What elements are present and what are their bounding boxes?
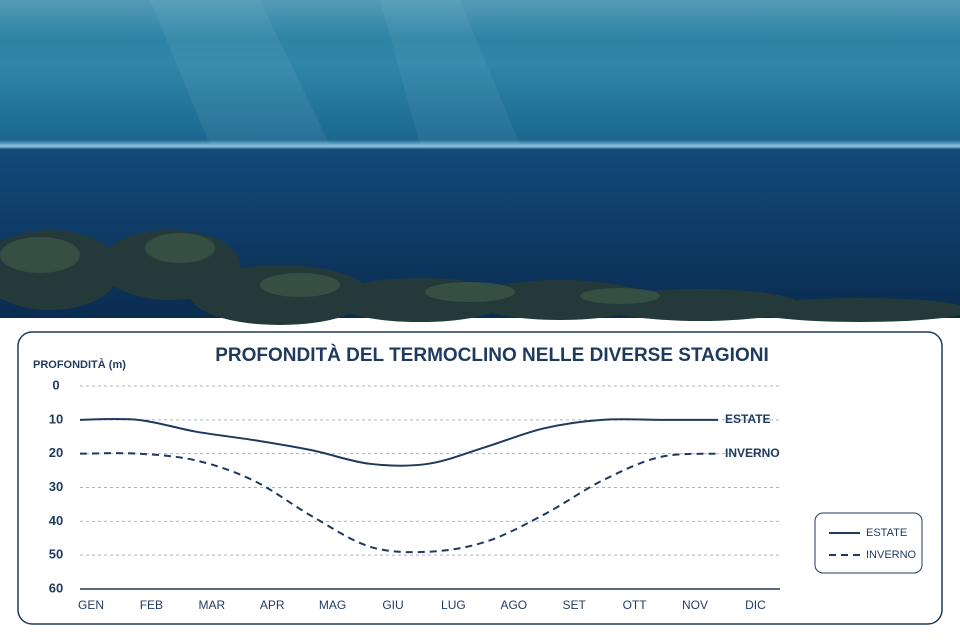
- y-tick-label: 40: [49, 513, 63, 528]
- legend-label: ESTATE: [866, 527, 907, 539]
- legend-label: INVERNO: [866, 549, 917, 561]
- x-tick-label: APR: [260, 598, 285, 612]
- x-tick-label: SET: [563, 598, 587, 612]
- y-tick-label: 0: [52, 377, 59, 392]
- x-tick-label: LUG: [441, 598, 466, 612]
- x-tick-label: MAG: [319, 598, 346, 612]
- x-tick-label: NOV: [682, 598, 708, 612]
- y-tick-label: 50: [49, 547, 63, 562]
- y-tick-label: 20: [49, 445, 63, 460]
- x-tick-label: GEN: [78, 598, 104, 612]
- x-tick-label: FEB: [140, 598, 163, 612]
- series-end-label: ESTATE: [725, 412, 771, 426]
- x-tick-label: AGO: [500, 598, 527, 612]
- y-tick-label: 60: [49, 580, 63, 595]
- series-line: [79, 417, 718, 467]
- x-tick-label: OTT: [623, 598, 648, 612]
- underwater-photo: [0, 0, 960, 325]
- x-tick-label: DIC: [745, 598, 766, 612]
- chart-title: PROFONDITÀ DEL TERMOCLINO NELLE DIVERSE …: [215, 344, 769, 366]
- y-axis-title: PROFONDITÀ (m): [33, 358, 126, 371]
- x-tick-label: MAR: [198, 598, 225, 612]
- y-tick-label: 10: [49, 411, 63, 426]
- legend-box: [814, 512, 923, 574]
- series-line: [79, 452, 719, 554]
- series-end-label: INVERNO: [725, 446, 780, 460]
- y-tick-label: 30: [49, 479, 63, 494]
- chart-panel: [17, 331, 943, 625]
- x-tick-label: GIU: [382, 598, 403, 612]
